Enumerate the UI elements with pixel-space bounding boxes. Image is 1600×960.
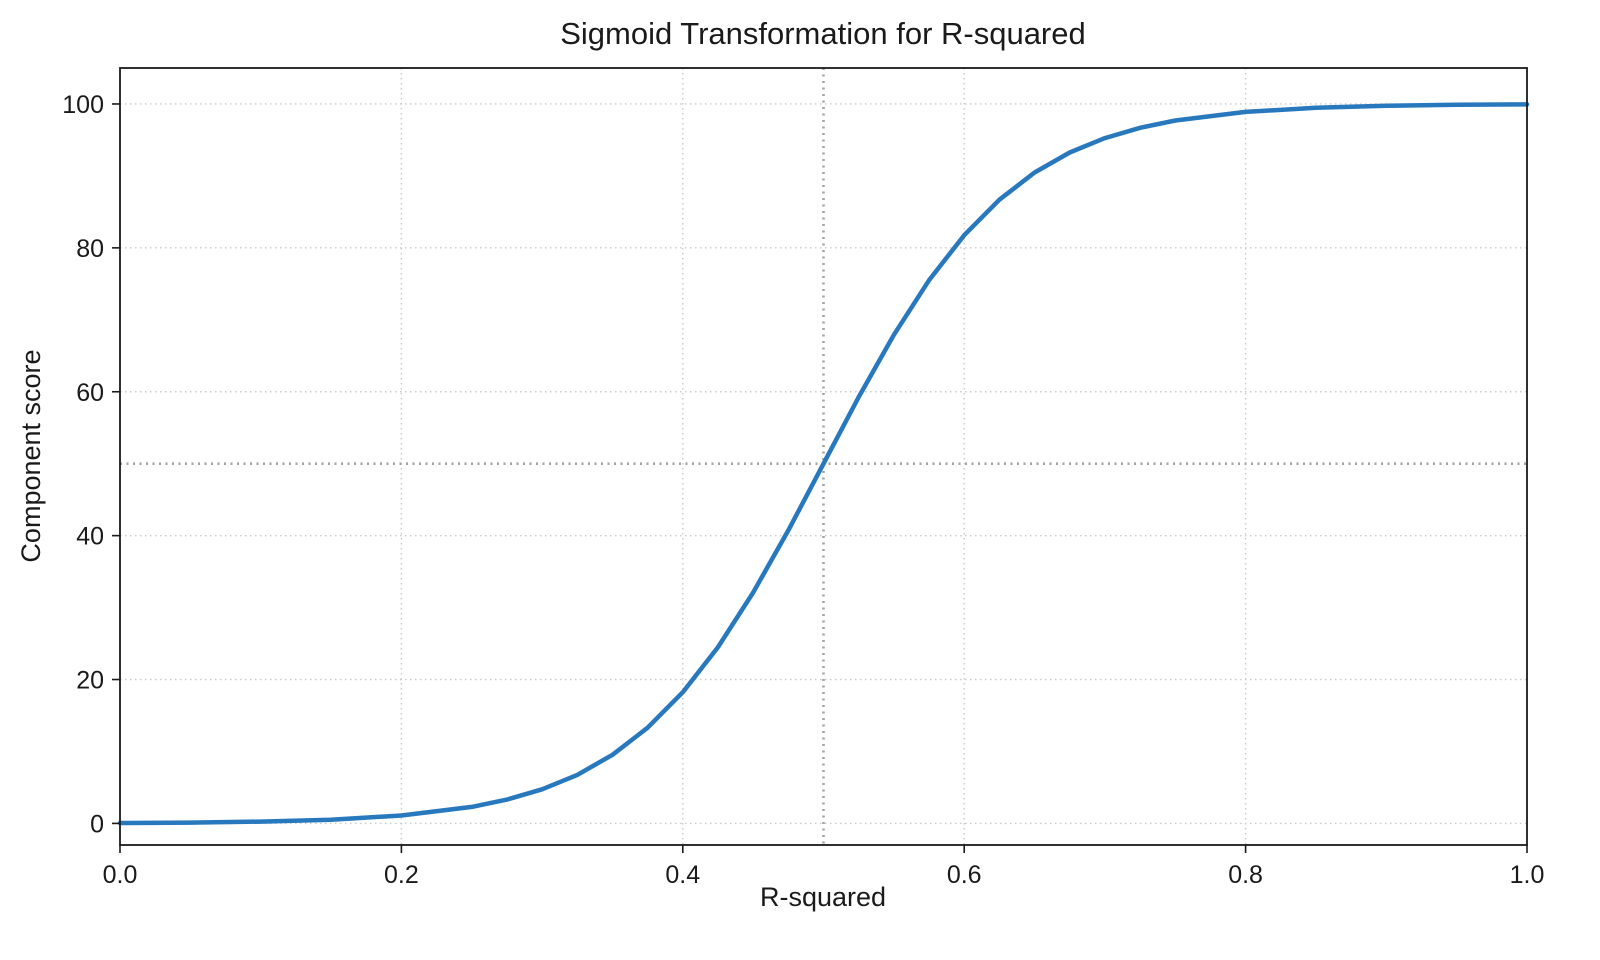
y-tick-label-20: 20 (76, 667, 104, 695)
chart-title: Sigmoid Transformation for R-squared (560, 16, 1086, 51)
x-tick-label-0.0: 0.0 (103, 861, 138, 889)
reference-lines-layer (120, 68, 1527, 845)
y-tick-label-40: 40 (76, 523, 104, 551)
x-tick-label-0.4: 0.4 (665, 861, 700, 889)
y-tick-label-100: 100 (62, 91, 104, 119)
grid-layer (119, 68, 1528, 845)
x-tick-label-0.2: 0.2 (384, 861, 419, 889)
y-tick-label-60: 60 (76, 379, 104, 407)
x-tick-label-0.6: 0.6 (947, 861, 982, 889)
axes-frame-layer (119, 67, 1528, 846)
y-axis-label: Component score (16, 349, 46, 562)
plot-frame (119, 67, 1528, 846)
series-layer (117, 102, 1530, 826)
y-tick-label-0: 0 (90, 810, 104, 838)
x-axis-label: R-squared (760, 882, 886, 912)
y-tick-label-80: 80 (76, 235, 104, 263)
ticks-layer: 0.0 0.2 0.4 0.6 0.8 1.0 0 20 40 60 80 100 (62, 91, 1544, 889)
sigmoid-curve (117, 102, 1530, 826)
x-tick-label-0.8: 0.8 (1228, 861, 1263, 889)
x-tick-label-1.0: 1.0 (1510, 861, 1545, 889)
